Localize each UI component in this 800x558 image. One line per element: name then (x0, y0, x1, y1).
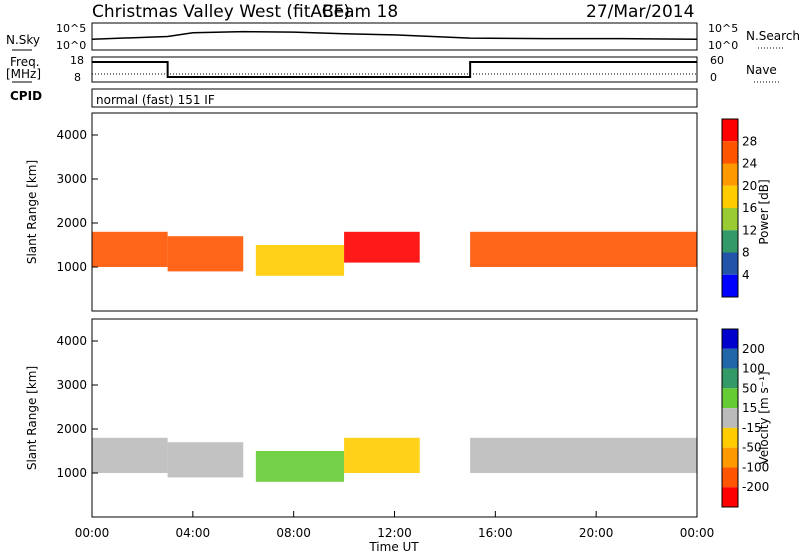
y-tick-label: 4000 (56, 128, 87, 142)
power-panel-frame (91, 112, 698, 312)
power-band-0 (92, 231, 168, 267)
velocity-band-0 (92, 437, 168, 473)
colorbar-segment (722, 408, 738, 428)
colorbar-segment (722, 467, 738, 488)
cpid-mode-text: normal (fast) 151 IF (96, 93, 215, 107)
x-axis-label: Time UT (368, 540, 419, 554)
colorbar-tick-label: 8 (742, 246, 750, 260)
velocity-panel-frame (91, 318, 698, 518)
date-title: 27/Mar/2014 (586, 2, 694, 22)
colorbar-tick-label: -50 (742, 441, 762, 455)
colorbar-tick-label: 15 (742, 401, 757, 415)
colorbar-segment (722, 447, 738, 468)
velocity-colorbar: 200 100 50 15 -15 -50 -100 -200 (721, 328, 769, 508)
velocity-band-3 (344, 437, 420, 473)
power-band-2 (255, 245, 345, 276)
colorbar-segment (722, 329, 738, 349)
colorbar-tick-label: 200 (742, 342, 765, 356)
colorbar-frame (721, 328, 739, 508)
colorbar-tick-label: 50 (742, 381, 757, 395)
x-tick-label: 00:00 (680, 526, 715, 540)
freq-left-label-2: [MHz] (6, 67, 41, 81)
colorbar-segment (722, 487, 738, 507)
freq-right-tick-bottom: 0 (710, 71, 717, 84)
velocity-cbar-label: Velocity [m s⁻¹] (757, 371, 771, 464)
colorbar-frame (721, 118, 739, 298)
power-ylabel: Slant Range [km] (25, 160, 39, 264)
colorbar-segment (722, 368, 738, 389)
colorbar-segment (722, 230, 738, 253)
y-tick-label: 1000 (56, 466, 87, 480)
y-tick-label: 3000 (56, 172, 87, 186)
colorbar-segment (722, 427, 738, 448)
colorbar-segment (722, 348, 738, 369)
colorbar-segment (722, 185, 738, 208)
freq-panel-frame (91, 56, 698, 83)
noise-left-tick-top: 10^5 (56, 22, 86, 35)
y-tick-label: 2000 (56, 216, 87, 230)
colorbar-tick-label: 100 (742, 362, 765, 376)
x-tick-label: 00:00 (75, 526, 110, 540)
noise-right-tick-bottom: 10^0 (708, 39, 738, 52)
y-tick-label: 2000 (56, 422, 87, 436)
freq-line (92, 61, 697, 78)
y-tick-label: 1000 (56, 260, 87, 274)
colorbar-tick-label: 20 (742, 179, 757, 193)
colorbar-tick-label: -15 (742, 421, 762, 435)
power-y-axis: 1000 2000 3000 4000 (56, 128, 98, 274)
beam-title: Beam 18 (322, 2, 398, 22)
power-colorbar: 28 24 20 16 12 8 4 (721, 118, 757, 298)
colorbar-segment (722, 252, 738, 275)
station-title: Christmas Valley West (fitACF) (92, 2, 350, 22)
cpid-panel-frame (91, 88, 698, 108)
power-band-4 (470, 231, 697, 267)
velocity-band-2 (255, 451, 345, 482)
colorbar-tick-label: 12 (742, 223, 757, 237)
velocity-ylabel: Slant Range [km] (25, 366, 39, 470)
colorbar-segment (722, 388, 738, 409)
power-band-3 (344, 231, 420, 263)
x-tick-label: 16:00 (478, 526, 513, 540)
noise-sky-line (91, 30, 698, 40)
velocity-y-axis: 1000 2000 3000 4000 (56, 334, 98, 480)
colorbar-tick-label: 28 (742, 134, 757, 148)
power-cbar-label: Power [dB] (757, 179, 771, 244)
x-tick-label: 12:00 (377, 526, 412, 540)
power-heatmap (92, 231, 697, 276)
colorbar-tick-label: -100 (742, 460, 769, 474)
noise-right-label: N.Search (746, 29, 800, 43)
power-band-1 (167, 236, 244, 272)
freq-left-tick-top: 18 (70, 54, 84, 67)
x-tick-label: 08:00 (276, 526, 311, 540)
colorbar-segment (722, 208, 738, 231)
colorbar-segment (722, 163, 738, 186)
y-tick-label: 4000 (56, 334, 87, 348)
colorbar-tick-label: -200 (742, 480, 769, 494)
colorbar-segment (722, 274, 738, 297)
colorbar-tick-label: 24 (742, 157, 757, 171)
velocity-band-4 (470, 437, 697, 473)
x-tick-label: 20:00 (579, 526, 614, 540)
freq-right-label: Nave (746, 63, 777, 77)
velocity-band-1 (167, 442, 244, 478)
time-axis: 00:00 04:00 08:00 12:00 16:00 20:00 00:00 (75, 511, 715, 540)
velocity-heatmap (92, 437, 697, 482)
y-tick-label: 3000 (56, 378, 87, 392)
freq-left-tick-bottom: 8 (74, 71, 81, 84)
noise-left-tick-bottom: 10^0 (56, 39, 86, 52)
colorbar-segment (722, 119, 738, 142)
noise-panel-frame (91, 22, 698, 51)
x-tick-label: 04:00 (176, 526, 211, 540)
freq-right-tick-top: 60 (710, 54, 724, 67)
cpid-label: CPID (10, 89, 42, 103)
noise-right-tick-top: 10^5 (708, 22, 738, 35)
colorbar-segment (722, 141, 738, 164)
colorbar-tick-label: 16 (742, 201, 757, 215)
noise-left-label: N.Sky (6, 33, 40, 47)
freq-left-label-1: Freq. (10, 55, 40, 69)
colorbar-tick-label: 4 (742, 268, 750, 282)
